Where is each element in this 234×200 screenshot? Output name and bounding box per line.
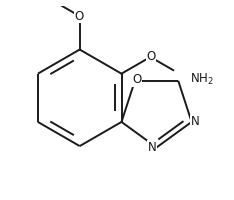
Text: O: O bbox=[74, 10, 84, 23]
Text: O: O bbox=[132, 73, 141, 86]
Text: N: N bbox=[191, 115, 200, 128]
Text: N: N bbox=[148, 141, 157, 154]
Text: O: O bbox=[147, 50, 156, 63]
Text: NH$_2$: NH$_2$ bbox=[190, 72, 213, 87]
